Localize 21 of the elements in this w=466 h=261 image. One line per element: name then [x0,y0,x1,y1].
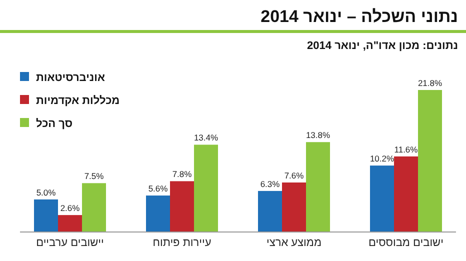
legend-label: סך הכל [36,118,73,130]
category: עיירות פיתוח [152,237,212,249]
category: יישובים ערביים [36,237,104,249]
value-label: 6.3% [260,178,280,189]
subtitle: נתונים: מכון אדו"ה, ינואר 2014 [307,40,458,52]
value-label: 13.8% [306,130,330,140]
value-label: 11.6% [394,144,418,154]
category: ישובים מבוססים [368,237,444,249]
category: ממוצע ארצי [266,237,322,249]
value-label: 7.6% [284,170,304,180]
value-label: 7.5% [84,171,104,182]
legend-label: אוניברסיטאות [36,72,106,84]
value-label: 7.8% [172,169,192,180]
value-label: 10.2% [370,154,394,164]
value-label: 5.0% [36,187,56,198]
value-label: 5.6% [148,184,168,194]
legend-label: מכללות אקדמיות [36,95,120,107]
value-label: 2.6% [60,203,80,214]
value-label: 21.8% [418,78,442,88]
value-label: 13.4% [194,132,218,143]
title: נתוני השכלה – ינואר 2014 [260,7,458,26]
